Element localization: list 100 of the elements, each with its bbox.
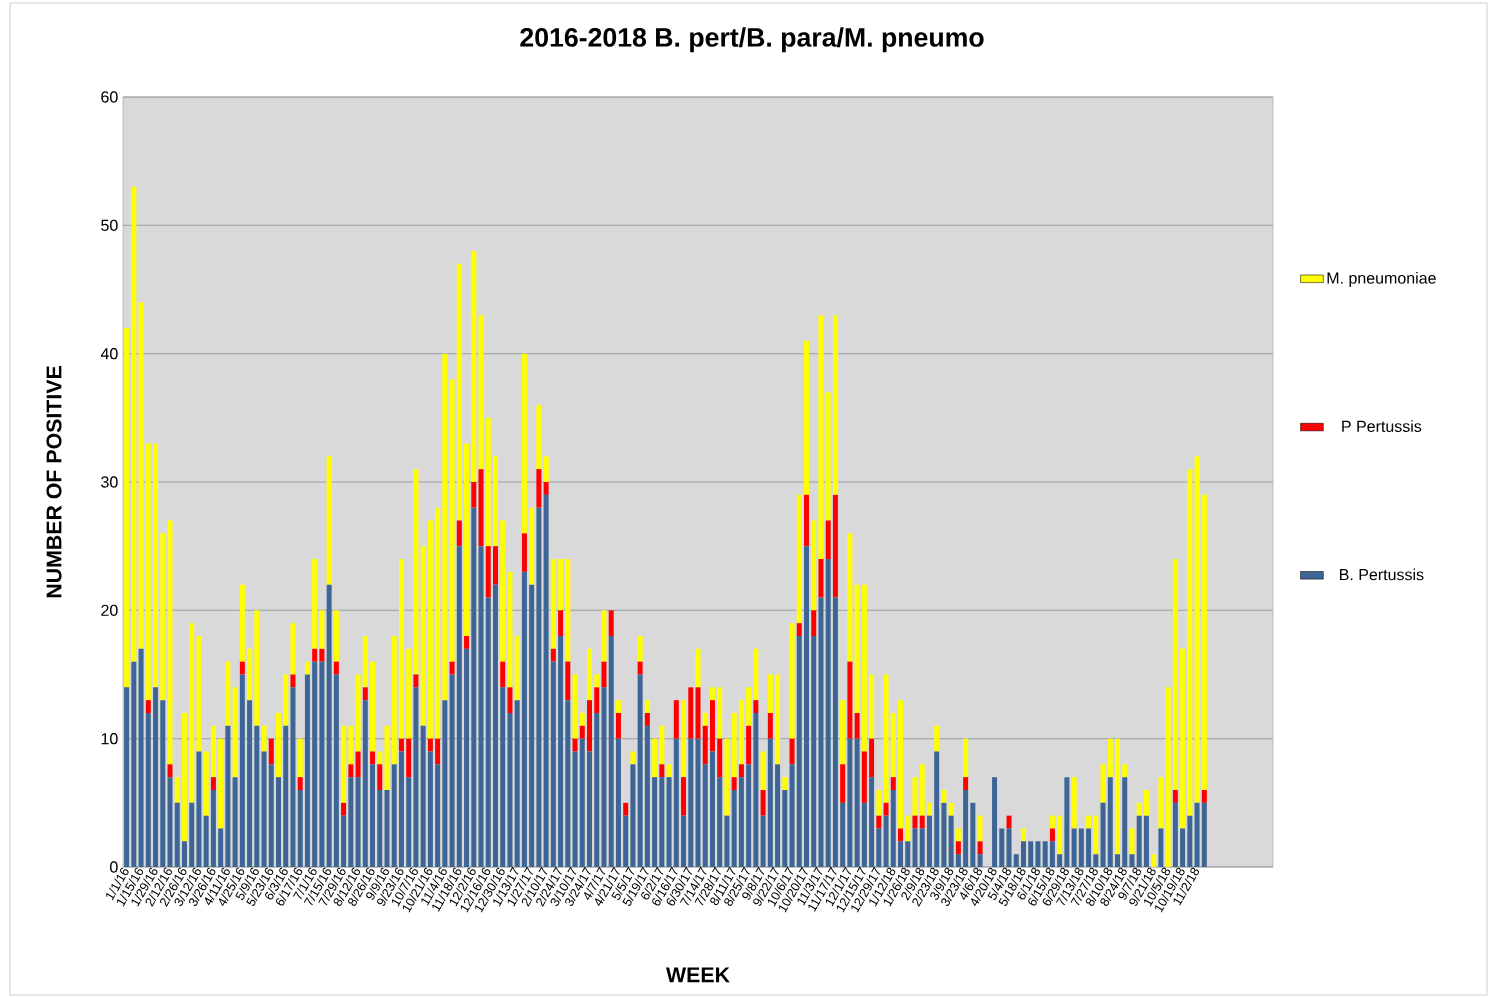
bar: [377, 751, 383, 765]
bar: [579, 725, 585, 739]
bar: [500, 687, 506, 867]
bar: [550, 559, 556, 649]
bar: [926, 802, 932, 816]
bar: [485, 546, 491, 598]
bar: [225, 725, 231, 867]
bar: [333, 674, 339, 867]
y-tick-label: 40: [100, 348, 118, 360]
bar: [1013, 854, 1019, 867]
bar: [1049, 828, 1055, 842]
chart-title: 2016-2018 B. pert/B. para/M. pneumo: [520, 27, 984, 53]
bar: [825, 559, 831, 867]
bar: [181, 713, 187, 842]
bar: [688, 738, 694, 867]
bar: [500, 661, 506, 688]
bar: [1136, 815, 1142, 867]
bar: [521, 533, 527, 572]
y-tick-label: 30: [101, 476, 118, 488]
legend-label: P Pertussis: [1342, 420, 1422, 432]
bar: [890, 713, 896, 778]
bar: [673, 738, 679, 867]
bar: [811, 636, 817, 867]
bar: [362, 687, 368, 701]
bar: [485, 597, 491, 867]
bar: [890, 777, 896, 790]
bar: [449, 661, 455, 675]
bar: [659, 777, 665, 867]
bar: [760, 790, 766, 816]
bar: [854, 584, 860, 713]
bar: [579, 713, 585, 726]
bar: [1049, 815, 1055, 829]
bar: [948, 815, 954, 867]
bar: [471, 482, 477, 508]
bar: [767, 713, 773, 739]
bar: [471, 251, 477, 482]
bar: [955, 828, 961, 842]
bar: [963, 777, 969, 790]
bar: [232, 777, 238, 867]
bar: [818, 559, 824, 598]
bar: [847, 738, 853, 867]
bar: [442, 353, 448, 701]
bar: [261, 751, 267, 867]
bar: [1064, 777, 1070, 867]
bar: [811, 610, 817, 636]
bar: [290, 687, 296, 867]
bar: [919, 815, 925, 829]
bar: [941, 790, 947, 803]
bar: [167, 520, 173, 765]
bar: [992, 777, 998, 867]
bar: [594, 674, 600, 688]
bar: [731, 713, 737, 778]
bar: [478, 469, 484, 547]
bar: [1020, 841, 1026, 867]
bar: [492, 546, 498, 585]
bar: [435, 738, 441, 765]
bar: [746, 687, 752, 726]
bar: [919, 764, 925, 816]
bar: [398, 738, 404, 752]
bar: [1172, 802, 1178, 867]
bar: [1071, 828, 1077, 867]
bar: [218, 738, 224, 829]
bar: [876, 790, 882, 816]
bar: [247, 648, 253, 701]
bar: [326, 584, 332, 867]
bar: [196, 751, 202, 867]
bar: [746, 725, 752, 765]
bar: [789, 623, 795, 739]
bar: [565, 559, 571, 662]
bar: [615, 700, 621, 713]
bar: [941, 802, 947, 867]
bar: [861, 802, 867, 867]
bar: [341, 815, 347, 867]
bar: [514, 700, 520, 867]
bar: [695, 648, 701, 688]
bar: [464, 648, 470, 867]
bar: [738, 764, 744, 778]
bar: [832, 597, 838, 867]
bar: [1143, 790, 1149, 816]
bar: [1165, 687, 1171, 867]
bar: [731, 790, 737, 867]
bar: [854, 738, 860, 867]
bar: [1035, 841, 1041, 867]
bar: [637, 674, 643, 867]
bar: [652, 738, 658, 778]
bar: [464, 443, 470, 636]
bar: [717, 738, 723, 778]
bar: [999, 828, 1005, 867]
bar: [536, 405, 542, 470]
y-axis-title: NUMBER OF POSITIVE: [46, 366, 62, 598]
bar: [398, 751, 404, 867]
bar: [1057, 854, 1063, 867]
bar: [254, 610, 260, 726]
bar: [1143, 815, 1149, 867]
bar: [341, 725, 347, 803]
bar: [435, 507, 441, 739]
bar: [442, 700, 448, 867]
bar: [138, 648, 144, 867]
y-tick-label: 20: [101, 604, 118, 616]
bar: [304, 674, 310, 867]
